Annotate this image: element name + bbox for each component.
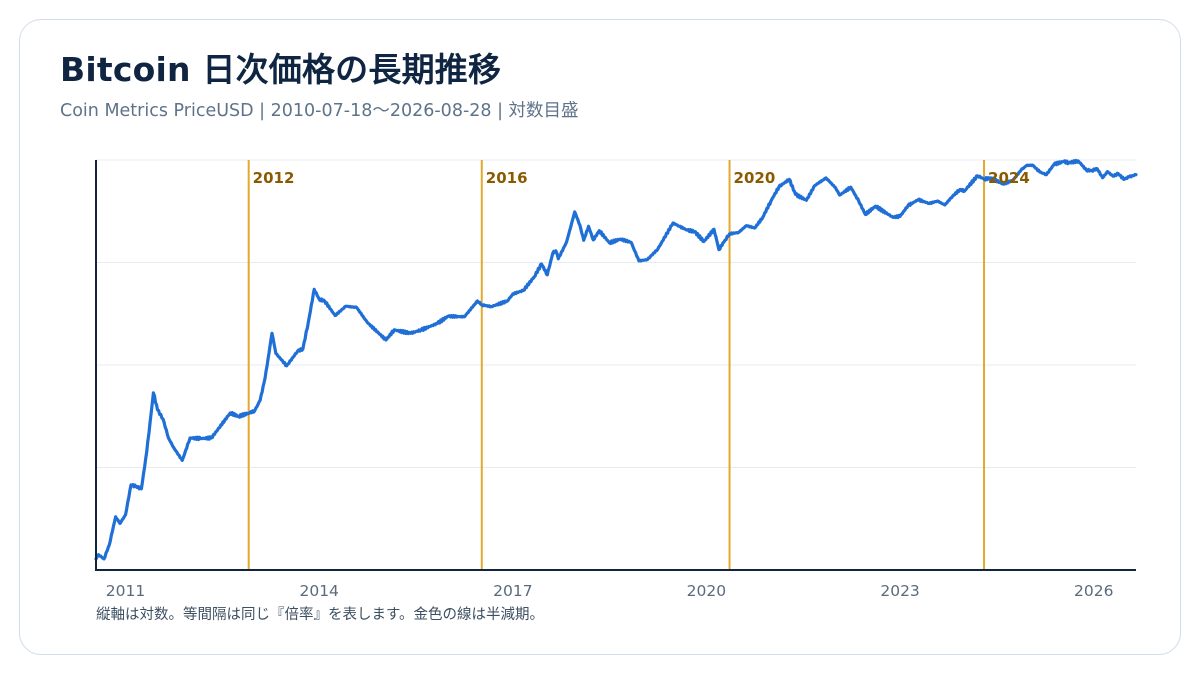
chart-subtitle: Coin Metrics PriceUSD | 2010-07-18〜2026-…	[60, 101, 579, 121]
x-tick-label: 2020	[687, 582, 726, 600]
gridlines	[96, 159, 1136, 571]
x-tick-label: 2014	[299, 582, 338, 600]
axes	[95, 160, 1136, 571]
price-series	[94, 158, 1138, 561]
x-tick-label: 2026	[1074, 582, 1113, 600]
halving-lines	[247, 160, 986, 570]
halving-label: 2016	[486, 169, 528, 187]
halving-label: 2024	[988, 169, 1030, 187]
x-tick-label: 2011	[106, 582, 145, 600]
chart-footnote: 縦軸は対数。等間隔は同じ『倍率』を表します。金色の線は半減期。	[96, 607, 545, 623]
price-line	[94, 158, 1138, 561]
halving-label: 2012	[253, 169, 295, 187]
chart-title: Bitcoin 日次価格の長期推移	[60, 50, 502, 89]
x-tick-label: 2017	[493, 582, 532, 600]
x-tick-labels: 2011 2014 2017 2020 2023 2026	[106, 582, 1114, 600]
halving-labels: 2012 2016 2020 2024	[253, 169, 1030, 187]
chart-card	[19, 19, 1181, 655]
halving-label: 2020	[734, 169, 776, 187]
x-tick-label: 2023	[880, 582, 919, 600]
